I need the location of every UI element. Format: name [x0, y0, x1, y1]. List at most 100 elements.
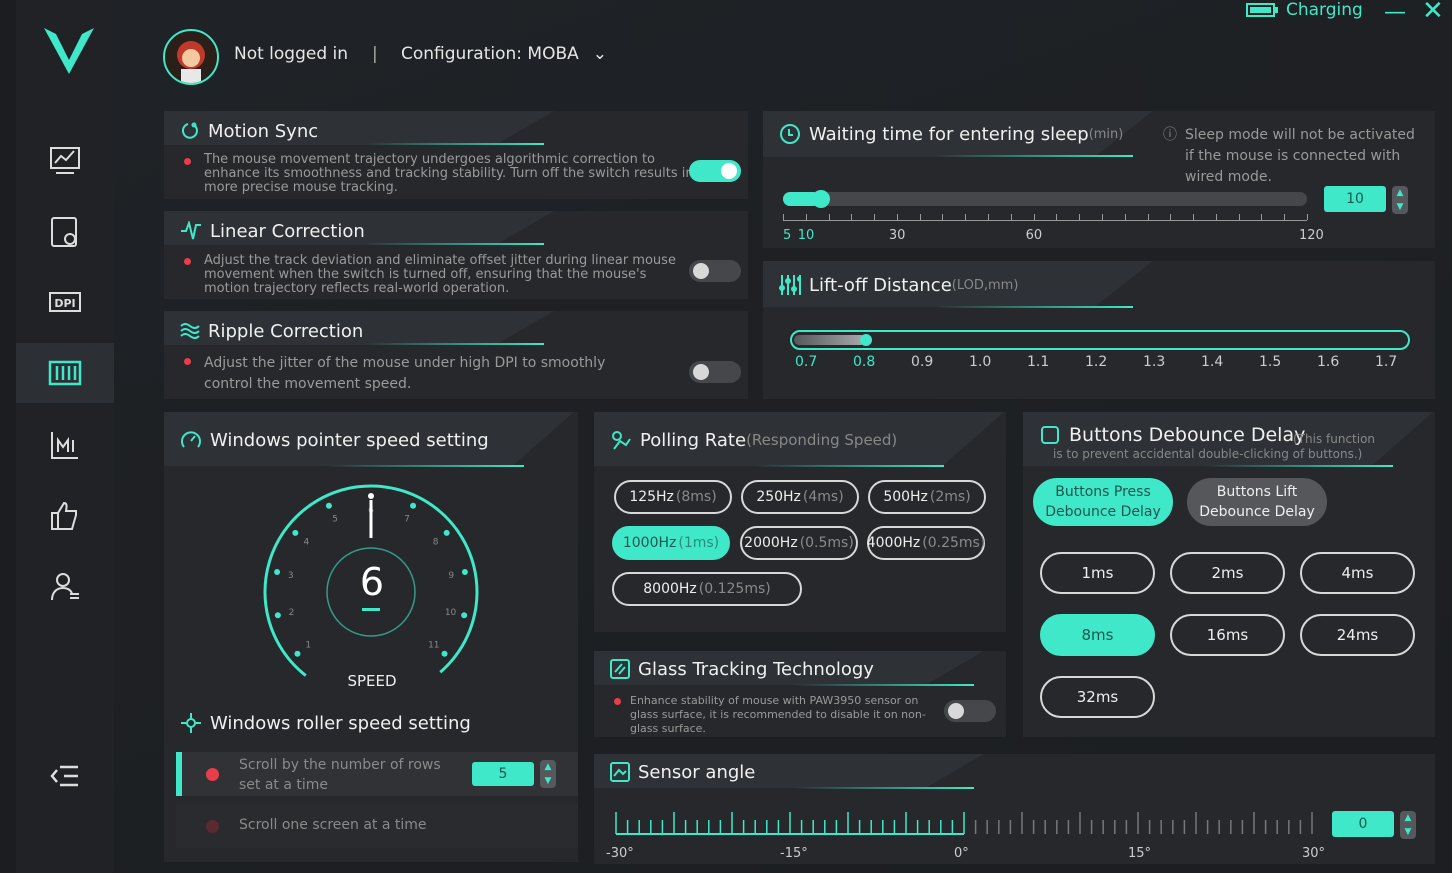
nav-sensor[interactable]	[16, 202, 114, 262]
dial-dot	[410, 502, 417, 509]
speed-underline	[362, 608, 380, 611]
radio-unselected[interactable]	[206, 820, 219, 833]
nav-like[interactable]	[16, 486, 114, 546]
polling-panel: Polling Rate (Responding Speed) 125Hz (8ms…	[594, 412, 1006, 632]
tick	[1307, 214, 1308, 220]
roller-option-rows[interactable]: Scroll by the number of rows set at a ti…	[176, 752, 578, 796]
polling-option[interactable]: 4000Hz (0.25ms)	[867, 526, 985, 560]
sleep-slider[interactable]	[783, 190, 1307, 208]
sensor-angle-ruler[interactable]	[612, 810, 1322, 840]
sidebar: DPI	[16, 0, 114, 873]
lift-debounce-tab[interactable]: Buttons Lift Debounce Delay	[1187, 478, 1327, 526]
sleep-header: Waiting time for entering sleep (min)	[763, 111, 1153, 157]
lod-sliders-icon	[779, 275, 801, 295]
debounce-option[interactable]: 8ms	[1040, 614, 1155, 656]
nav-account[interactable]	[16, 557, 114, 617]
linear-correction-toggle[interactable]	[689, 260, 741, 282]
tick	[874, 214, 876, 220]
tick	[1261, 214, 1263, 220]
lod-slider[interactable]	[790, 330, 1410, 350]
tick	[851, 214, 853, 220]
sleep-value-input[interactable]: 10	[1324, 186, 1386, 212]
dial-dot	[325, 502, 332, 509]
ripple-correction-toggle[interactable]	[689, 361, 741, 383]
login-status[interactable]: Not logged in	[234, 44, 349, 64]
dial-dot	[274, 612, 281, 619]
nav-macro[interactable]	[16, 415, 114, 475]
sensor-icon	[51, 217, 77, 247]
debounce-option[interactable]: 24ms	[1300, 614, 1415, 656]
sleep-note: ⓘ Sleep mode will not be activated if th…	[1163, 125, 1423, 188]
sleep-ruler	[783, 211, 1308, 221]
linear-correction-header: Linear Correction	[164, 211, 554, 251]
speed-dial[interactable]: 1 2 3 4 5 6 7 8 9 10 11	[259, 480, 483, 704]
polling-option[interactable]: 8000Hz (0.125ms)	[612, 572, 802, 606]
polling-option[interactable]: 250Hz (4ms)	[741, 480, 859, 514]
sensor-angle-input[interactable]: 0	[1332, 811, 1394, 837]
roller-option-screen-label: Scroll one screen at a time	[239, 817, 427, 833]
polling-option[interactable]: 1000Hz (1ms)	[612, 526, 730, 560]
polling-hz: 250Hz	[756, 489, 801, 505]
polling-ms: (0.125ms)	[698, 581, 771, 597]
dial-label: 7	[404, 514, 410, 524]
chip-icon	[1041, 426, 1059, 444]
tick	[919, 214, 921, 220]
motion-sync-desc: The mouse movement trajectory undergoes …	[204, 152, 694, 195]
dial-label: 1	[305, 641, 311, 651]
minimize-button[interactable]: —	[1384, 0, 1406, 25]
close-button[interactable]: ✕	[1422, 0, 1444, 26]
dial-dot	[441, 650, 448, 657]
roller-speed-header: Windows roller speed setting	[164, 708, 471, 738]
nav-dpi[interactable]: DPI	[16, 272, 114, 332]
motion-sync-header: Motion Sync	[164, 111, 554, 151]
radio-selected[interactable]	[206, 768, 219, 781]
roller-rows-stepper[interactable]: ▲ ▼	[540, 760, 556, 788]
nav-advanced[interactable]	[16, 343, 114, 403]
glass-toggle[interactable]	[944, 700, 996, 722]
angle-label: 15°	[1128, 846, 1152, 861]
dial-label: 2	[289, 608, 295, 618]
polling-option[interactable]: 125Hz (8ms)	[614, 480, 732, 514]
polling-hz: 4000Hz	[866, 535, 921, 551]
dial-dot	[294, 650, 301, 657]
polling-hz: 8000Hz	[643, 581, 697, 597]
dial-dot	[292, 529, 299, 536]
debounce-option[interactable]: 32ms	[1040, 676, 1155, 718]
tick	[1010, 214, 1012, 220]
tick	[988, 214, 990, 220]
nav-performance[interactable]	[16, 130, 114, 190]
logo	[44, 28, 94, 78]
polling-option[interactable]: 2000Hz (0.5ms)	[740, 526, 858, 560]
roller-rows-input[interactable]: 5	[472, 762, 534, 786]
motion-sync-toggle[interactable]	[689, 160, 741, 182]
press-debounce-tab[interactable]: Buttons Press Debounce Delay	[1033, 478, 1173, 526]
linear-correction-title: Linear Correction	[210, 220, 365, 242]
monitor-chart-icon	[50, 147, 80, 174]
avatar[interactable]	[163, 29, 219, 85]
lod-label: 0.8	[853, 354, 876, 370]
thumbs-up-icon	[51, 501, 77, 530]
debounce-option[interactable]: 4ms	[1300, 552, 1415, 594]
polling-option[interactable]: 500Hz (2ms)	[868, 480, 986, 514]
roller-speed-title: Windows roller speed setting	[210, 712, 471, 734]
angle-label: -15°	[780, 846, 808, 861]
polling-header: Polling Rate (Responding Speed)	[594, 412, 1004, 468]
dial-label: 9	[448, 571, 454, 581]
polling-ms: (4ms)	[802, 489, 844, 505]
sleep-slider-handle[interactable]	[811, 190, 830, 208]
dial-dot	[274, 569, 281, 576]
debounce-option[interactable]: 16ms	[1170, 614, 1285, 656]
sensor-angle-stepper[interactable]: ▲ ▼	[1400, 811, 1416, 839]
collapse-menu-button[interactable]	[16, 746, 114, 806]
debounce-option[interactable]: 1ms	[1040, 552, 1155, 594]
roller-option-screen[interactable]: Scroll one screen at a time	[176, 804, 578, 848]
config-dropdown[interactable]: Configuration: MOBA ⌄	[401, 44, 607, 64]
lod-slider-handle[interactable]	[860, 334, 872, 346]
linear-correction-desc: Adjust the track deviation and eliminate…	[204, 253, 676, 296]
tick	[1124, 214, 1126, 220]
polling-subtitle: (Responding Speed)	[746, 431, 898, 449]
debounce-option[interactable]: 2ms	[1170, 552, 1285, 594]
header-separator: |	[372, 44, 378, 64]
sleep-panel: Waiting time for entering sleep (min) ⓘ S…	[763, 111, 1435, 248]
sleep-stepper[interactable]: ▲ ▼	[1392, 186, 1408, 214]
